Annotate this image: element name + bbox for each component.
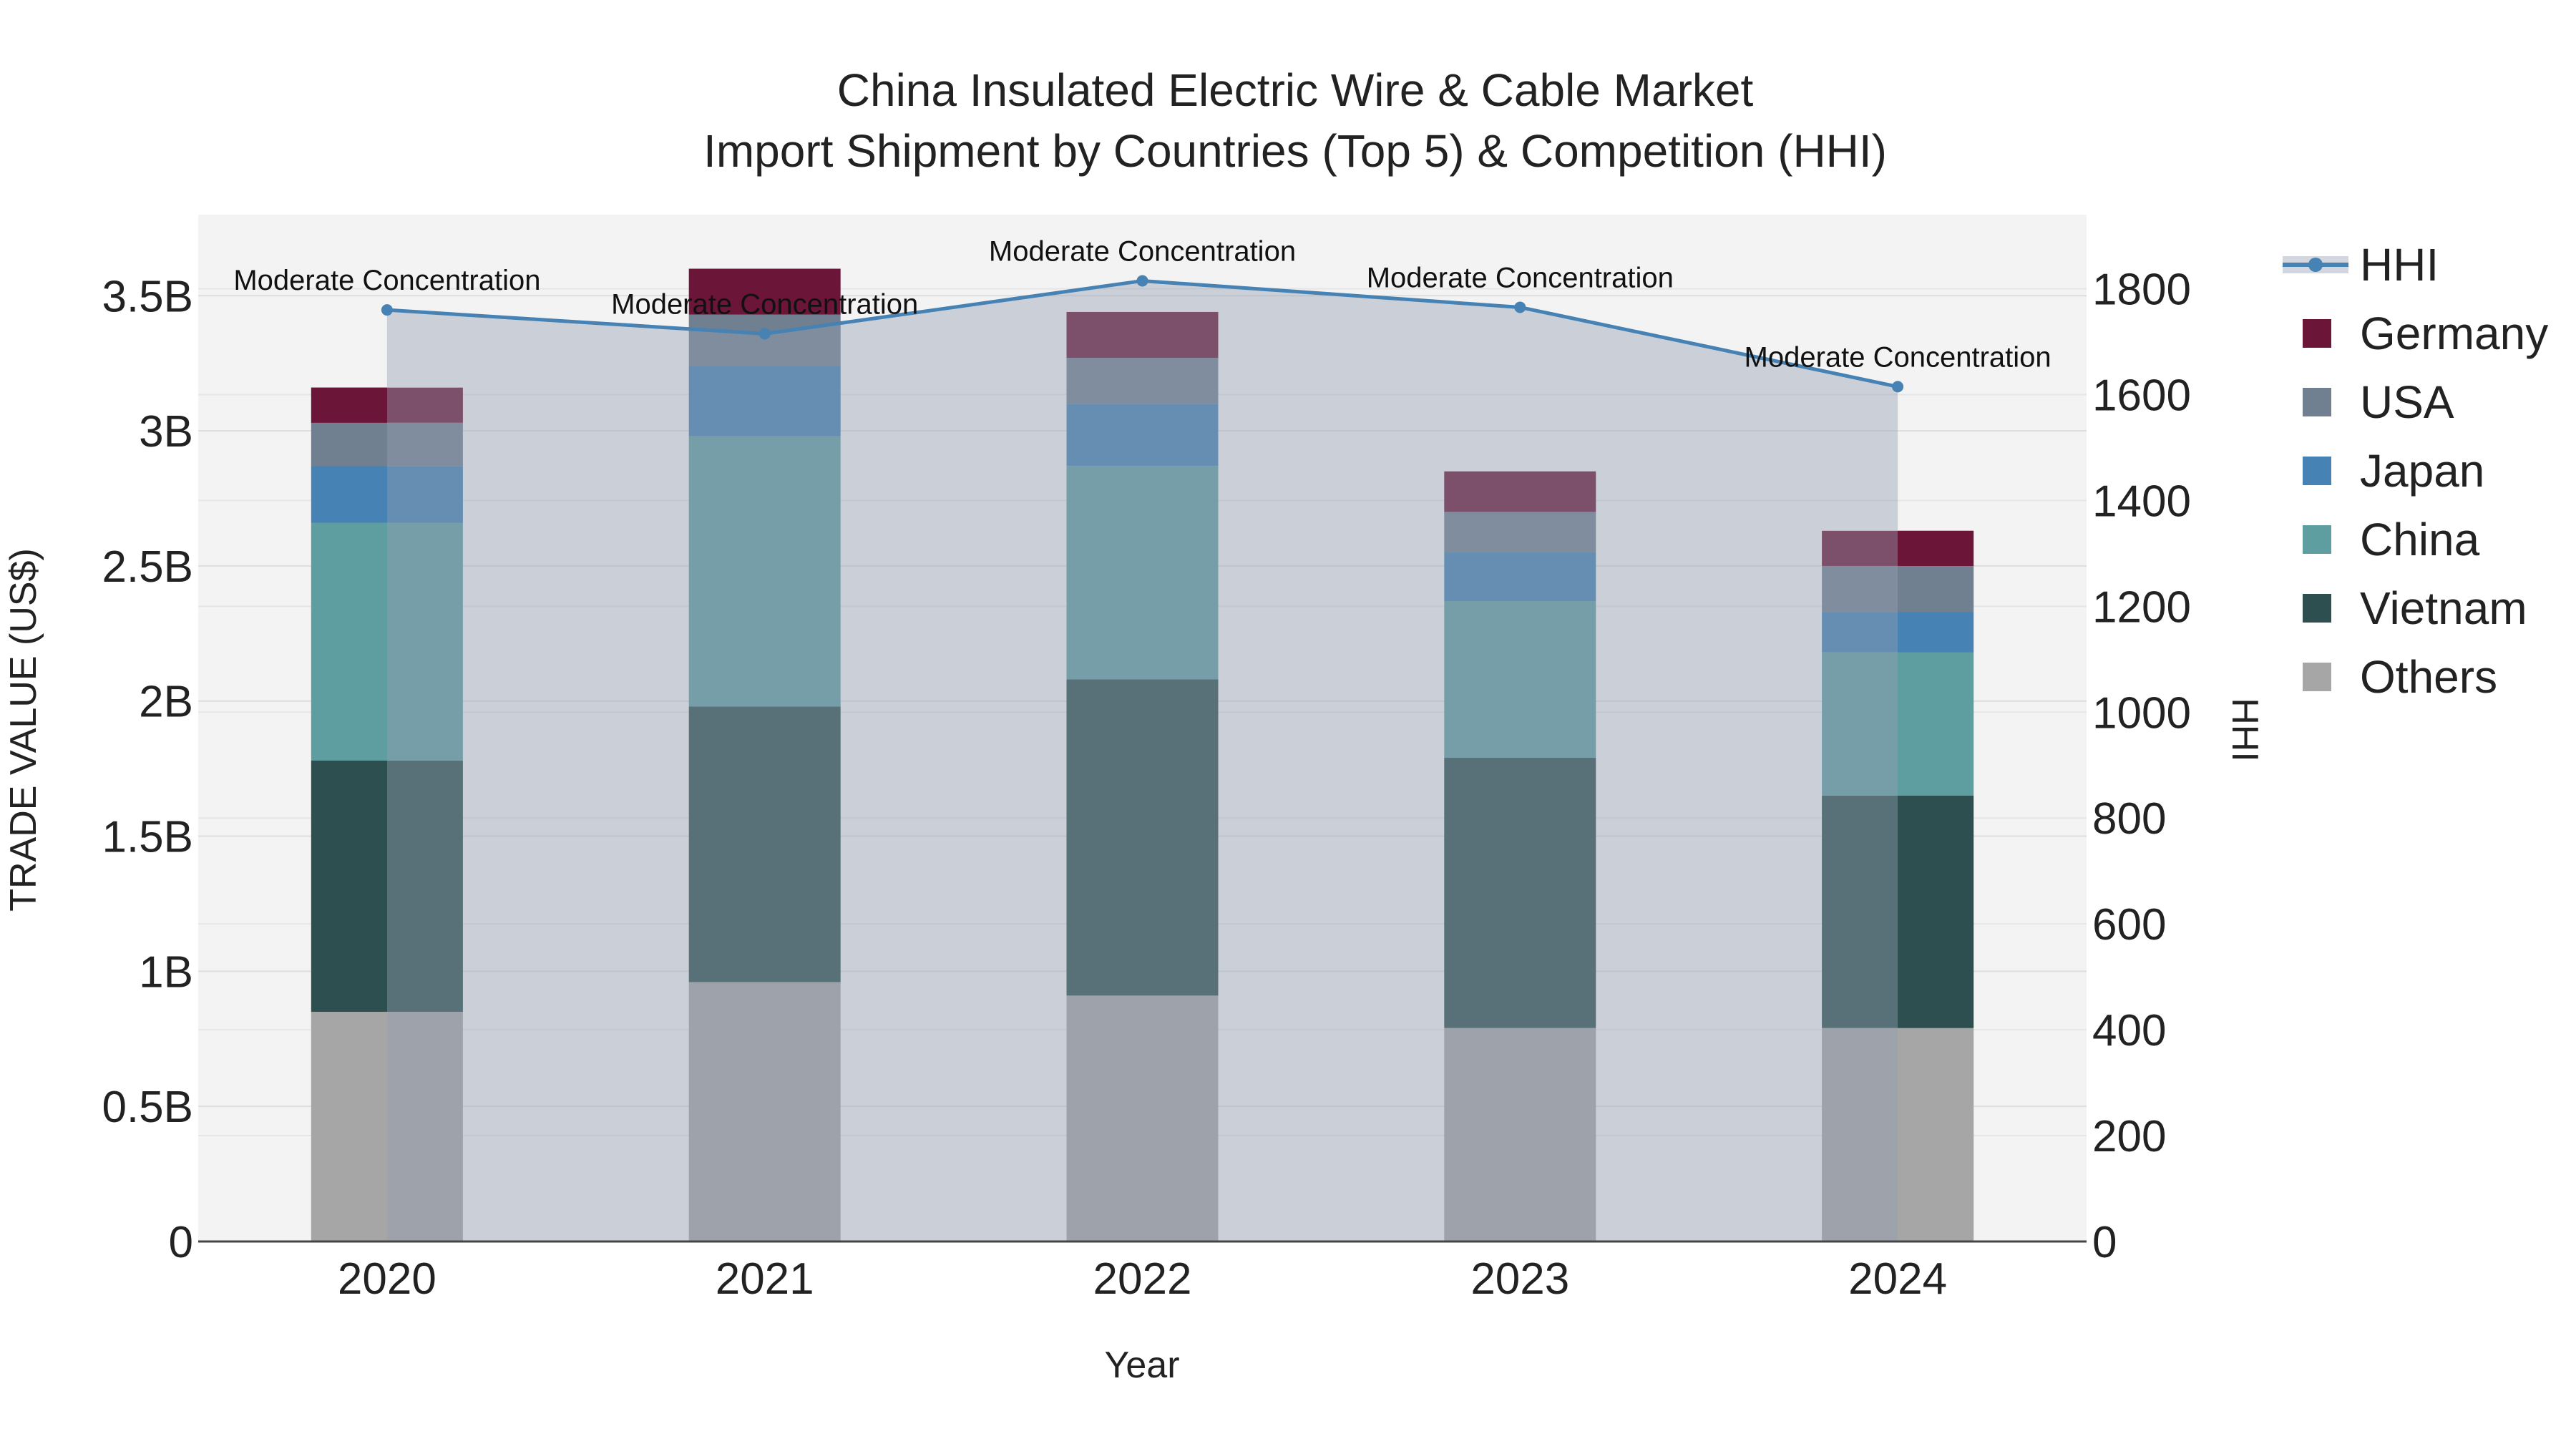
y-tick-label: 0 <box>169 1218 193 1267</box>
bar-segment-others-2023 <box>1444 1028 1596 1241</box>
legend-swatch-china <box>2303 525 2331 554</box>
x-tick-label-2020: 2020 <box>338 1254 436 1304</box>
hhi-area-layer <box>386 280 1898 1242</box>
bar-half-usa-2020 <box>311 422 387 467</box>
bar-segment-china-2023 <box>1444 601 1596 758</box>
bar-half-vietnam-2024 <box>1898 795 1974 1028</box>
bar-segment-china-2022 <box>1066 466 1219 680</box>
y-tick-label: 3.5B <box>102 272 193 321</box>
y-axis-title: TRADE VALUE (US$) <box>3 548 44 912</box>
bar-segment-usa-2023 <box>1444 512 1596 553</box>
bar-segment-china-2021 <box>688 436 841 707</box>
y2-axis-ticks: 0 200 400 600 800 1000 1200 1400 1600 1800 <box>2092 265 2191 1267</box>
bar-segment-japan-2023 <box>1444 552 1596 602</box>
bar-segment-usa-2022 <box>1066 358 1219 404</box>
legend-swatch-vietnam <box>2303 594 2331 623</box>
bar-half-china-2020 <box>311 522 387 761</box>
hhi-annotation-2024: Moderate Concentration <box>1745 341 2051 373</box>
hhi-line-layer <box>381 275 1904 393</box>
x-axis-ticks: 2020 2021 2022 2023 2024 <box>338 1254 1947 1304</box>
hhi-point-2022 <box>1136 275 1148 287</box>
bar-segment-germany-2022 <box>1066 311 1219 358</box>
legend-swatch-usa <box>2303 388 2331 416</box>
chart-title: China Insulated Electric Wire & Cable Ma… <box>837 64 1754 116</box>
x-tick-label-2022: 2022 <box>1093 1254 1192 1304</box>
legend-swatch-others <box>2303 663 2331 691</box>
y-tick-label: 1B <box>139 947 193 997</box>
y-tick-label: 2B <box>139 678 193 727</box>
bar-half-germany-2024 <box>1898 530 1974 566</box>
x-tick-label-2021: 2021 <box>716 1254 814 1304</box>
legend-label-others: Others <box>2360 651 2497 703</box>
y2-tick-label: 1800 <box>2092 265 2191 315</box>
y-tick-label: 0.5B <box>102 1083 193 1132</box>
legend-swatch-germany <box>2303 319 2331 348</box>
chart-subtitle: Import Shipment by Countries (Top 5) & C… <box>703 125 1887 177</box>
bar-segment-germany-2023 <box>1444 471 1596 512</box>
y2-tick-label: 200 <box>2092 1112 2166 1161</box>
y-tick-label: 1.5B <box>102 813 193 862</box>
legend-swatch-hhi-marker <box>2308 258 2323 272</box>
y2-tick-label: 1200 <box>2092 582 2191 632</box>
hhi-annotation-2021: Moderate Concentration <box>611 288 918 320</box>
legend-label-usa: USA <box>2360 376 2454 428</box>
bar-half-japan-2020 <box>311 466 387 523</box>
y-tick-label: 3B <box>139 407 193 457</box>
hhi-point-2021 <box>758 328 771 340</box>
hhi-area-fill <box>386 280 1898 1242</box>
x-tick-label-2023: 2023 <box>1470 1254 1569 1304</box>
bar-half-usa-2024 <box>1898 565 1974 613</box>
bar-segment-japan-2022 <box>1066 404 1219 467</box>
bar-segment-germany-2021 <box>688 268 841 315</box>
legend-label-germany: Germany <box>2360 308 2548 359</box>
bar-segment-vietnam-2022 <box>1066 679 1219 996</box>
legend-swatch-japan <box>2303 457 2331 485</box>
bars-overlay-layer <box>311 387 1974 1241</box>
bar-segment-vietnam-2023 <box>1444 758 1596 1028</box>
hhi-point-2024 <box>1892 381 1904 393</box>
legend-label-japan: Japan <box>2360 445 2484 497</box>
bar-half-vietnam-2020 <box>311 760 387 1013</box>
legend-label-vietnam: Vietnam <box>2360 582 2527 634</box>
bar-half-others-2024 <box>1898 1028 1974 1241</box>
y2-tick-label: 0 <box>2092 1218 2117 1267</box>
y2-tick-label: 1000 <box>2092 688 2191 738</box>
y2-tick-label: 400 <box>2092 1006 2166 1055</box>
bar-segment-others-2021 <box>688 982 841 1241</box>
y-tick-label: 2.5B <box>102 542 193 592</box>
bar-half-others-2020 <box>311 1012 387 1241</box>
bar-segment-vietnam-2021 <box>688 706 841 982</box>
bar-half-china-2024 <box>1898 652 1974 796</box>
legend: HHI Germany USA Japan China Vietnam Others <box>2283 239 2548 703</box>
hhi-annotation-2020: Moderate Concentration <box>233 265 540 296</box>
y2-tick-label: 1600 <box>2092 371 2191 420</box>
legend-label-hhi: HHI <box>2360 239 2439 291</box>
hhi-point-2023 <box>1514 301 1526 313</box>
bar-half-germany-2020 <box>311 387 387 423</box>
bar-segment-others-2022 <box>1066 995 1219 1241</box>
x-axis-title: Year <box>1104 1345 1179 1386</box>
y2-axis-title: HHI <box>2224 698 2265 762</box>
bar-segment-usa-2021 <box>688 314 841 366</box>
legend-label-china: China <box>2360 514 2480 565</box>
hhi-point-2020 <box>381 304 393 316</box>
hhi-annotation-2022: Moderate Concentration <box>989 235 1296 267</box>
hhi-annotation-2023: Moderate Concentration <box>1367 262 1674 293</box>
y2-tick-label: 800 <box>2092 794 2166 844</box>
hhi-annotations: Moderate Concentration Moderate Concentra… <box>233 235 2051 373</box>
bar-segment-japan-2021 <box>688 366 841 436</box>
y-axis-ticks: 0 0.5B 1B 1.5B 2B 2.5B 3B 3.5B <box>102 272 193 1267</box>
bar-half-japan-2024 <box>1898 612 1974 653</box>
x-tick-label-2024: 2024 <box>1848 1254 1947 1304</box>
y2-tick-label: 600 <box>2092 900 2166 950</box>
y2-tick-label: 1400 <box>2092 477 2191 526</box>
